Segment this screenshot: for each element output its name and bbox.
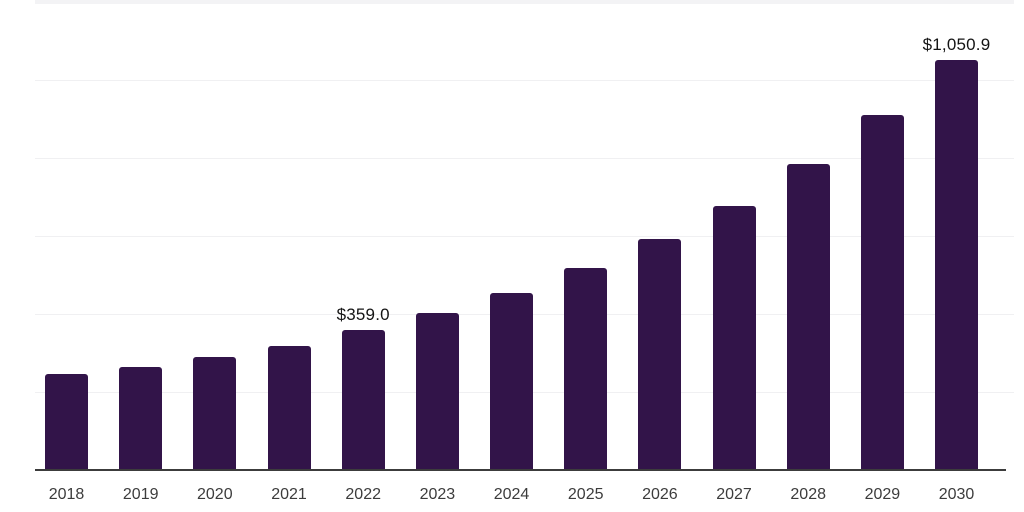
x-axis-label-2027: 2027 — [716, 486, 752, 503]
x-axis-label-2022: 2022 — [345, 486, 381, 503]
data-label-2030: $1,050.9 — [922, 35, 991, 55]
x-axis-label-2020: 2020 — [197, 486, 233, 503]
bar-2019[interactable] — [119, 367, 163, 469]
x-axis-label-2021: 2021 — [271, 486, 307, 503]
x-axis-label-2019: 2019 — [122, 486, 159, 503]
x-axis-label-2023: 2023 — [419, 486, 456, 503]
data-label-2022: $359.0 — [336, 305, 390, 324]
bar-2030[interactable] — [935, 60, 978, 469]
gridline — [35, 80, 1014, 81]
bar-2024[interactable] — [490, 292, 533, 469]
plot-top-gridline — [35, 0, 1014, 4]
x-axis-label-2029: 2029 — [864, 486, 901, 503]
bar-2023[interactable] — [415, 312, 459, 469]
x-axis-label-2026: 2026 — [642, 486, 678, 503]
bar-2018[interactable] — [45, 374, 88, 469]
bar-2028[interactable] — [786, 163, 830, 469]
bar-2027[interactable] — [712, 206, 756, 469]
x-axis-label-2018: 2018 — [48, 486, 85, 503]
bar-2020[interactable] — [193, 356, 237, 469]
bar-2029[interactable] — [860, 115, 904, 469]
gridline — [35, 236, 1014, 237]
x-axis-label-2025: 2025 — [567, 486, 604, 503]
bar-2025[interactable] — [564, 267, 608, 469]
gridline — [35, 158, 1014, 159]
x-axis-label-2030: 2030 — [938, 486, 975, 503]
x-axis-label-2028: 2028 — [790, 486, 826, 503]
bar-2026[interactable] — [638, 239, 682, 469]
bar-2021[interactable] — [267, 346, 311, 469]
x-axis-line — [35, 469, 1006, 471]
x-axis-label-2024: 2024 — [493, 486, 530, 503]
bar-2022[interactable] — [341, 330, 385, 469]
